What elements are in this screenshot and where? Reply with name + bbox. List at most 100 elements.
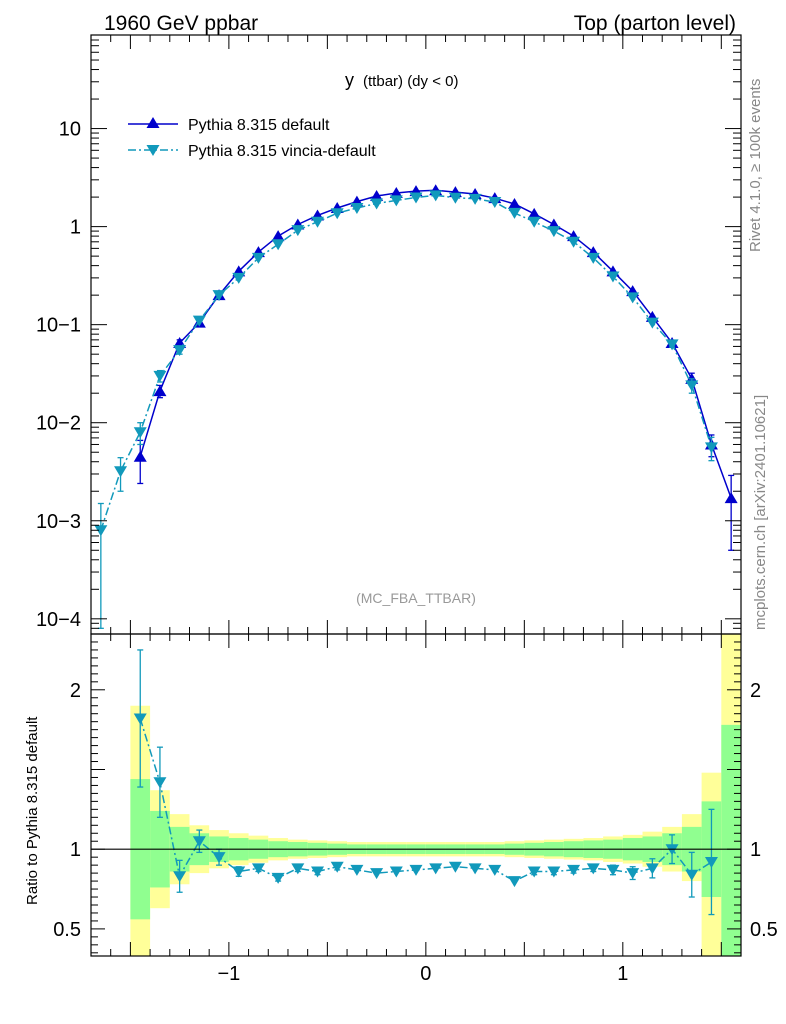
data-point xyxy=(330,208,344,220)
data-point xyxy=(370,190,384,202)
ratio-point xyxy=(468,863,482,875)
data-point xyxy=(192,315,206,327)
ratio-line xyxy=(139,718,712,882)
data-point xyxy=(370,198,384,210)
ratio-point xyxy=(448,861,462,873)
ratio-point xyxy=(370,868,384,880)
legend-label-vincia: Pythia 8.315 vincia-default xyxy=(188,143,376,160)
ratio-point xyxy=(567,864,581,876)
ratio-series-vincia xyxy=(133,649,718,916)
data-point xyxy=(488,197,502,209)
rivet-label: Rivet 4.1.0, ≥ 100k events xyxy=(747,79,764,252)
x-tick-label: 1 xyxy=(617,963,628,985)
data-point xyxy=(665,339,679,351)
ratio-point xyxy=(212,852,226,864)
plot-title-main: y xyxy=(345,70,354,90)
data-point xyxy=(114,466,128,478)
series-line xyxy=(139,189,732,499)
data-point xyxy=(704,442,718,454)
data-point xyxy=(507,198,521,210)
plot-title-rest: (ttbar) (dy < 0) xyxy=(363,73,458,90)
ratio-point xyxy=(488,864,502,876)
data-point xyxy=(94,525,108,537)
y-tick-label: 10−3 xyxy=(36,511,81,533)
ratio-point xyxy=(330,861,344,873)
series-vincia xyxy=(94,190,718,629)
plot-title: y (ttbar) (dy < 0) xyxy=(345,70,458,90)
ratio-y-tick-label-right: 1 xyxy=(750,839,761,861)
ratio-y-tick-label-left: 2 xyxy=(70,680,81,702)
y-tick-label: 1 xyxy=(70,217,81,239)
data-point xyxy=(271,230,285,242)
ratio-point xyxy=(251,863,265,875)
data-point xyxy=(448,192,462,204)
ratio-y-tick-label-right: 0.5 xyxy=(750,919,778,941)
legend: Pythia 8.315 default Pythia 8.315 vincia… xyxy=(128,117,376,160)
x-tick-label: −1 xyxy=(217,963,240,985)
data-point xyxy=(724,492,738,504)
ratio-frame xyxy=(90,633,742,957)
data-point xyxy=(389,195,403,207)
ratio-point xyxy=(704,856,718,868)
ratio-y-tick-label-right: 2 xyxy=(750,680,761,702)
ratio-point xyxy=(586,863,600,875)
series-default xyxy=(133,184,738,551)
band-inner xyxy=(721,724,741,956)
ratio-point xyxy=(232,866,246,878)
ratio-bands xyxy=(130,634,741,956)
mcplots-label: mcplots.cern.ch [arXiv:2401.10621] xyxy=(752,395,769,630)
legend-marker-default xyxy=(146,117,160,128)
y-tick-label: 10 xyxy=(59,119,81,141)
ratio-point xyxy=(153,777,167,789)
data-point xyxy=(212,290,226,302)
data-point xyxy=(232,272,246,284)
ratio-point xyxy=(645,863,659,875)
ratio-point xyxy=(133,713,147,725)
y-tick-label: 10−4 xyxy=(36,609,81,631)
ratio-point xyxy=(389,866,403,878)
ratio-point xyxy=(173,871,187,883)
ratio-point xyxy=(547,866,561,878)
legend-label-default: Pythia 8.315 default xyxy=(188,117,330,134)
data-point xyxy=(527,207,541,219)
ratio-point xyxy=(409,864,423,876)
data-point xyxy=(133,450,147,462)
data-point xyxy=(547,226,561,238)
y-tick-label: 10−1 xyxy=(36,315,81,337)
data-point xyxy=(173,345,187,357)
data-point xyxy=(133,427,147,439)
ratio-series xyxy=(133,649,718,916)
data-point xyxy=(409,192,423,204)
x-tick-label: 0 xyxy=(420,963,431,985)
data-point xyxy=(153,385,167,397)
data-point xyxy=(291,225,305,237)
data-point xyxy=(389,187,403,199)
ratio-point xyxy=(350,864,364,876)
data-point xyxy=(606,271,620,283)
axes xyxy=(90,34,742,957)
data-point xyxy=(251,252,265,264)
ratio-y-tick-label-left: 1 xyxy=(70,839,81,861)
y-tick-label: 10−2 xyxy=(36,413,81,435)
ratio-point xyxy=(429,863,443,875)
ratio-point xyxy=(606,864,620,876)
ratio-ylabel: Ratio to Pythia 8.315 default xyxy=(24,716,41,905)
data-point xyxy=(586,252,600,264)
ratio-point xyxy=(527,866,541,878)
data-point xyxy=(153,370,167,382)
data-point xyxy=(311,216,325,228)
data-point xyxy=(507,207,521,219)
tick-labels: 10 1 10−1 10−2 10−3 10−4 2 2 1 1 0.5 0.5 −1 0 1 xyxy=(36,119,778,985)
main-series xyxy=(94,184,738,629)
data-point xyxy=(685,380,699,392)
ratio-point xyxy=(271,872,285,884)
ratio-point xyxy=(626,868,640,880)
data-point xyxy=(271,239,285,251)
data-point xyxy=(429,190,443,202)
ratio-point xyxy=(192,836,206,848)
data-point xyxy=(626,292,640,304)
ratio-y-tick-label-left: 0.5 xyxy=(53,919,81,941)
ratio-point xyxy=(507,876,521,888)
ratio-point xyxy=(685,869,699,881)
